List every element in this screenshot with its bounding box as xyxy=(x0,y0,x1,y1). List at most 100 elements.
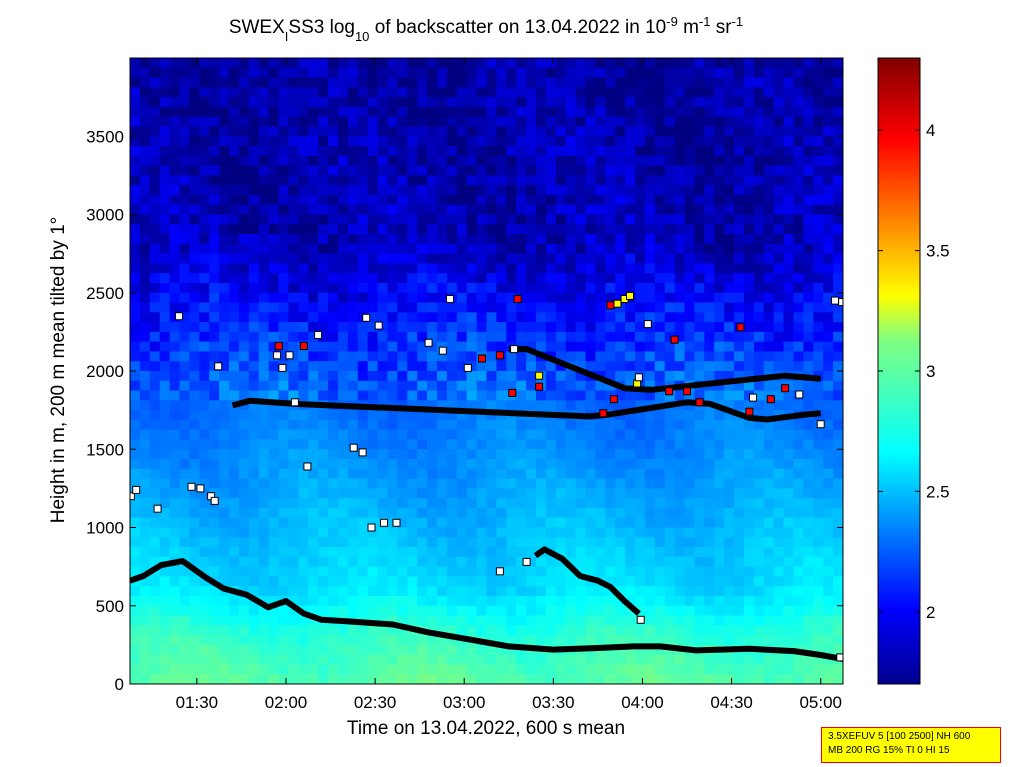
field-cell xyxy=(654,468,666,480)
field-cell xyxy=(367,498,379,509)
field-cell xyxy=(585,488,597,499)
field-cell xyxy=(833,361,843,372)
field-cell xyxy=(605,615,616,626)
field-cell xyxy=(536,292,547,304)
field-cell xyxy=(585,214,597,225)
field-cell xyxy=(318,341,329,353)
field-cell xyxy=(427,341,438,353)
field-cell xyxy=(427,58,438,69)
field-cell xyxy=(337,429,349,441)
field-cell xyxy=(674,146,686,157)
field-cell xyxy=(407,341,418,353)
field-cell xyxy=(536,116,547,128)
field-cell xyxy=(278,468,290,480)
field-cell xyxy=(199,214,210,225)
field-cell xyxy=(486,97,497,108)
field-cell xyxy=(526,625,537,636)
field-cell xyxy=(159,282,171,294)
field-cell xyxy=(595,556,606,568)
field-cell xyxy=(308,371,319,382)
field-cell xyxy=(813,351,824,362)
field-cell xyxy=(486,586,497,597)
field-cell xyxy=(803,331,814,343)
field-cell xyxy=(694,292,705,304)
field-cell xyxy=(803,595,814,607)
field-cell xyxy=(486,527,497,538)
field-cell xyxy=(179,361,191,372)
field-cell xyxy=(318,419,329,431)
field-cell xyxy=(298,410,309,421)
field-cell xyxy=(476,576,488,587)
field-cell xyxy=(427,635,438,646)
field-cell xyxy=(536,517,547,529)
field-cell xyxy=(763,556,775,568)
field-cell xyxy=(427,605,438,617)
field-cell xyxy=(387,459,398,470)
field-cell xyxy=(674,322,686,333)
field-cell xyxy=(347,331,359,343)
field-cell xyxy=(436,136,448,147)
field-cell xyxy=(219,243,230,255)
field-cell xyxy=(773,58,785,69)
field-cell xyxy=(199,517,210,529)
field-cell xyxy=(248,419,260,431)
field-cell xyxy=(347,498,359,509)
field-cell xyxy=(219,400,230,411)
field-cell xyxy=(159,674,171,684)
field-cell xyxy=(516,331,527,343)
field-cell xyxy=(367,547,379,558)
field-cell xyxy=(199,664,210,675)
field-cell xyxy=(318,644,329,656)
field-cell xyxy=(436,165,448,176)
field-cell xyxy=(149,282,161,294)
field-cell xyxy=(139,194,151,206)
field-cell xyxy=(506,67,517,79)
field-cell xyxy=(149,126,161,137)
field-cell xyxy=(476,58,488,69)
field-cell xyxy=(298,566,309,578)
field-cell xyxy=(169,361,181,372)
field-cell xyxy=(179,214,191,225)
field-cell xyxy=(486,126,497,137)
field-cell xyxy=(229,371,240,382)
field-cell xyxy=(506,605,517,617)
field-cell xyxy=(466,566,478,578)
field-cell xyxy=(456,126,468,137)
field-cell xyxy=(575,566,587,578)
field-cell xyxy=(456,214,468,225)
field-cell xyxy=(555,400,567,411)
field-cell xyxy=(278,644,290,656)
field-cell xyxy=(456,341,468,353)
field-cell xyxy=(357,429,369,441)
field-cell xyxy=(219,547,230,558)
field-cell xyxy=(813,58,824,69)
field-cell xyxy=(387,185,398,196)
field-cell xyxy=(278,165,290,176)
field-cell xyxy=(446,527,458,538)
field-cell xyxy=(318,537,329,548)
field-cell xyxy=(833,234,843,245)
field-cell xyxy=(595,615,606,626)
field-cell xyxy=(367,155,379,167)
field-cell xyxy=(734,507,745,519)
field-cell xyxy=(565,449,577,460)
field-cell xyxy=(823,312,834,323)
field-cell xyxy=(545,175,557,186)
field-cell xyxy=(753,312,765,323)
field-cell xyxy=(347,644,359,656)
field-cell xyxy=(229,312,240,323)
field-cell xyxy=(189,253,200,265)
field-cell xyxy=(466,58,478,69)
field-cell xyxy=(169,253,181,265)
field-cell xyxy=(575,507,587,519)
field-cell xyxy=(149,243,161,255)
field-cell xyxy=(763,302,775,313)
field-cell xyxy=(377,106,389,118)
field-cell xyxy=(545,194,557,206)
field-cell xyxy=(684,419,696,431)
field-cell xyxy=(308,459,319,470)
field-cell xyxy=(179,429,191,441)
field-cell xyxy=(377,390,389,401)
field-cell xyxy=(526,576,537,587)
field-cell xyxy=(278,429,290,441)
